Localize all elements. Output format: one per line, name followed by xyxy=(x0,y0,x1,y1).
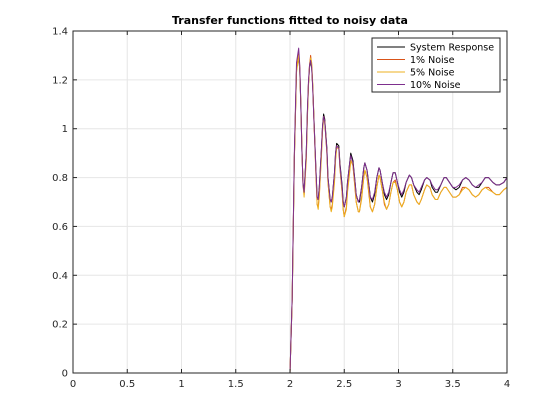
y-tick-label: 0.4 xyxy=(52,271,68,282)
y-tick-label: 0.6 xyxy=(52,222,68,233)
legend-entry: 1% Noise xyxy=(410,55,455,66)
x-tick-label: 0 xyxy=(70,379,76,390)
series-line-10-noise xyxy=(73,47,508,374)
legend-entry: System Response xyxy=(410,43,494,54)
legend-entry: 10% Noise xyxy=(410,80,461,91)
x-tick-label: 1.5 xyxy=(228,379,244,390)
x-tick-label: 1 xyxy=(178,379,184,390)
y-tick-label: 0.2 xyxy=(52,320,68,331)
y-tick-label: 1.4 xyxy=(52,27,68,38)
x-tick-label: 4 xyxy=(504,379,510,390)
ticks: 0 0.5 1 1.5 2 2.5 3 3.5 4 0 0.2 0.4 0.6 0.8 1 1.2 1.4 xyxy=(52,27,510,391)
chart-title: Transfer functions fitted to noisy data xyxy=(172,14,408,27)
x-tick-label: 3.5 xyxy=(445,379,461,390)
x-tick-label: 2.5 xyxy=(336,379,352,390)
y-tick-label: 0.8 xyxy=(52,173,68,184)
x-tick-label: 3 xyxy=(395,379,401,390)
y-tick-label: 0 xyxy=(62,369,68,380)
x-tick-label: 2 xyxy=(287,379,293,390)
legend-entry: 5% Noise xyxy=(410,68,455,79)
y-tick-label: 1 xyxy=(62,124,68,135)
x-tick-label: 0.5 xyxy=(119,379,135,390)
series-lines xyxy=(73,47,508,374)
y-tick-label: 1.2 xyxy=(52,75,68,86)
